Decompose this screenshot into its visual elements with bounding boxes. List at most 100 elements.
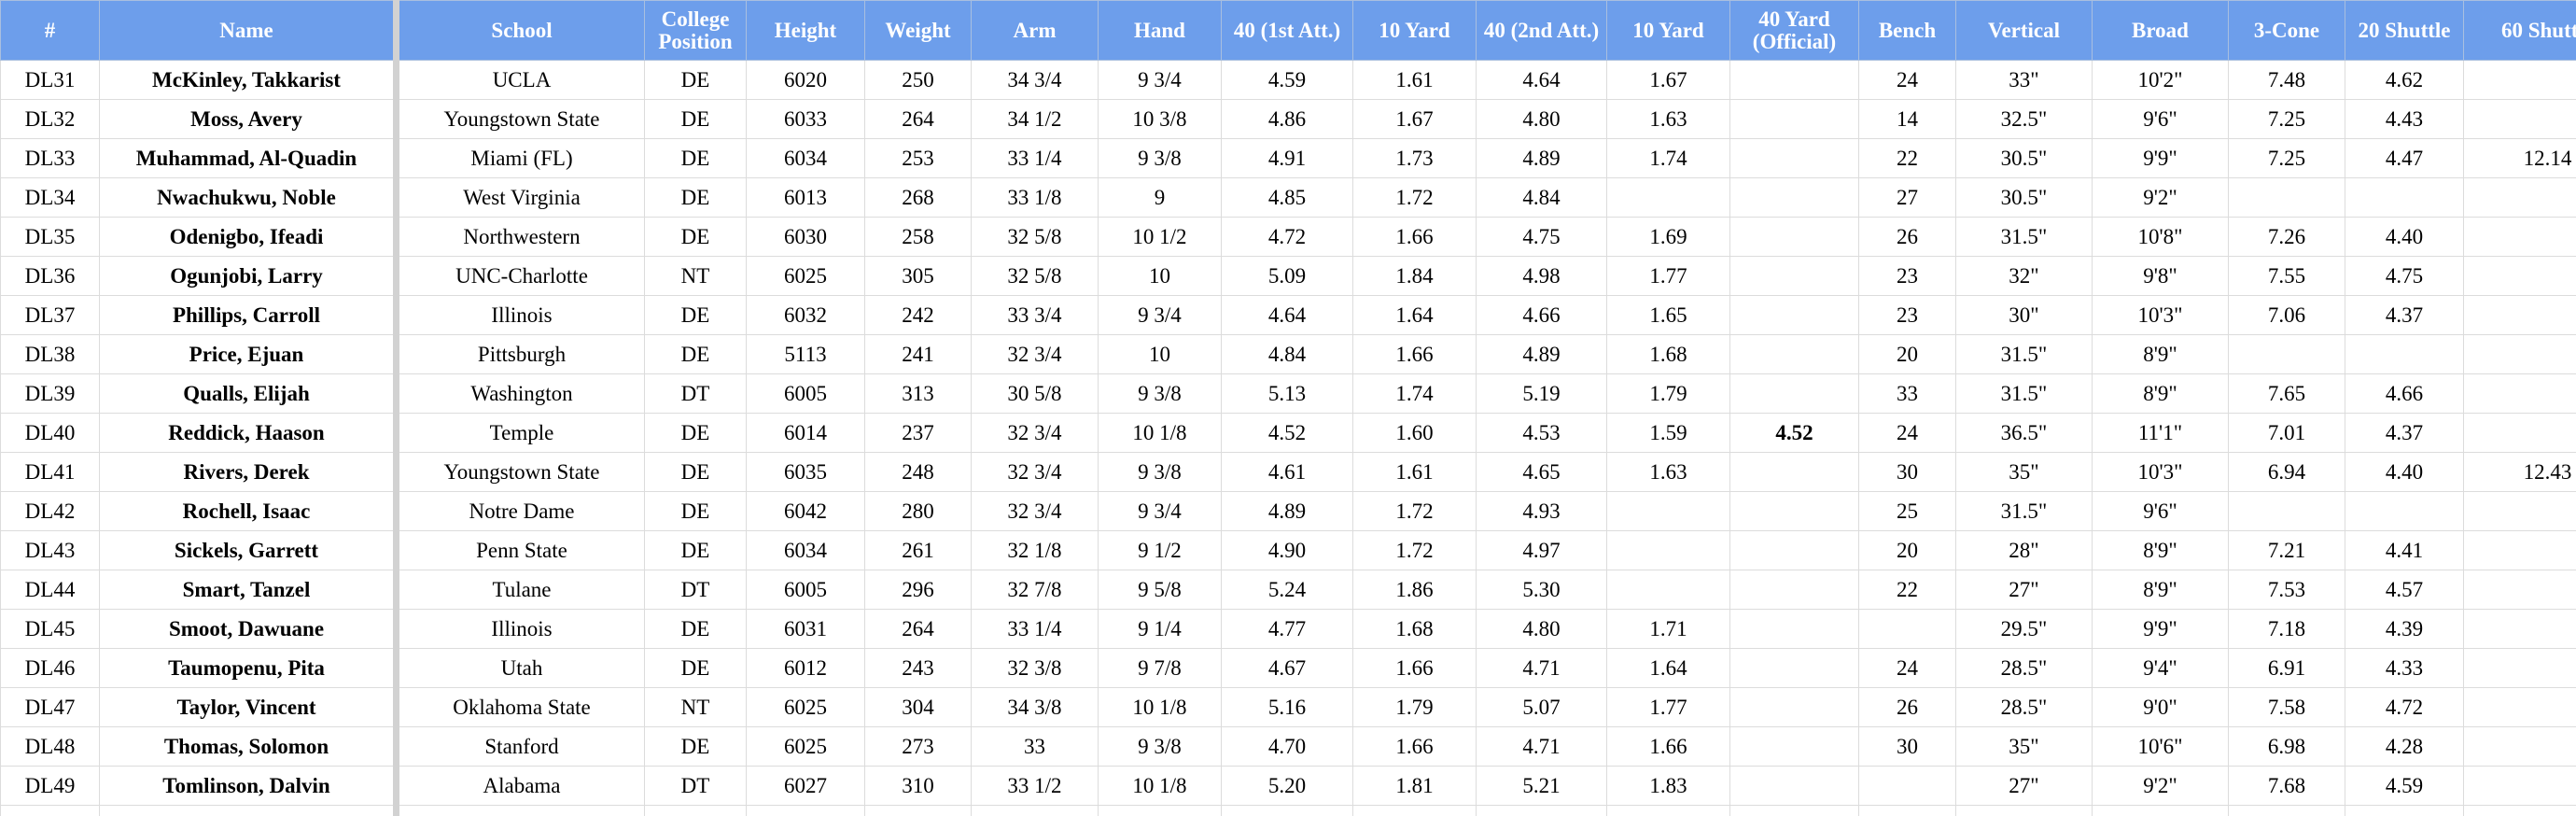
cell [2463, 413, 2576, 453]
cell: 6042 [746, 491, 865, 531]
cell: 241 [864, 334, 972, 374]
cell: 30.5" [1955, 177, 2093, 218]
cell: DE [644, 334, 747, 374]
cell [2463, 491, 2576, 531]
cell: DL38 [0, 334, 100, 374]
player-row: DL41 Rivers, Derek Youngstown State DE 6035 2… [0, 452, 2576, 492]
cell [2092, 805, 2229, 816]
player-name: Odenigbo, Ifeadi [99, 217, 399, 257]
cell: 6005 [746, 570, 865, 610]
cell [1729, 805, 1859, 816]
cell [1729, 491, 1859, 531]
cell: 33 1/4 [971, 138, 1099, 178]
cell: 313 [864, 373, 972, 414]
cell [864, 805, 972, 816]
column-header: 10 Yard [1606, 0, 1730, 61]
cell: 9 3/8 [1098, 726, 1222, 767]
cell: 243 [864, 648, 972, 688]
cell: DL35 [0, 217, 100, 257]
cell: 1.77 [1606, 687, 1730, 727]
player-row: DL39 Qualls, Elijah Washington DT 6005 313 30 … [0, 373, 2576, 414]
cell: UCLA [396, 60, 645, 100]
cell: 7.68 [2228, 766, 2345, 806]
cell [644, 805, 747, 816]
cell: 1.66 [1352, 726, 1477, 767]
cell [396, 805, 645, 816]
cell: 264 [864, 609, 972, 649]
cell: 4.52 [1729, 413, 1859, 453]
cell [2463, 217, 2576, 257]
cell: 30" [1955, 295, 2093, 335]
cell: DE [644, 217, 747, 257]
cell [2463, 570, 2576, 610]
cell [2463, 99, 2576, 139]
cell: 26 [1858, 687, 1956, 727]
cell: 1.72 [1352, 177, 1477, 218]
cell: 4.93 [1476, 491, 1607, 531]
cell: Alabama [396, 766, 645, 806]
cell: 248 [864, 452, 972, 492]
cell: Pittsburgh [396, 334, 645, 374]
cell: 24 [1858, 413, 1956, 453]
cell: 1.68 [1352, 609, 1477, 649]
cell: 24 [1858, 648, 1956, 688]
cell: 10'3" [2092, 295, 2229, 335]
cell [1729, 295, 1859, 335]
cell: 9 5/8 [1098, 570, 1222, 610]
cell: DL49 [0, 766, 100, 806]
column-header: 3-Cone [2228, 0, 2345, 61]
cell: 4.90 [1221, 530, 1353, 570]
cell: 253 [864, 138, 972, 178]
cell [971, 805, 1099, 816]
cell: 1.66 [1352, 334, 1477, 374]
cell: 4.72 [2345, 687, 2464, 727]
cell: Utah [396, 648, 645, 688]
cell: DE [644, 138, 747, 178]
cell: 1.60 [1352, 413, 1477, 453]
column-header: Name [99, 0, 399, 61]
cell [1221, 805, 1353, 816]
cell: 22 [1858, 570, 1956, 610]
cell: 34 3/4 [971, 60, 1099, 100]
cell: 20 [1858, 334, 1956, 374]
cell: 28" [1955, 530, 2093, 570]
cell: 1.74 [1606, 138, 1730, 178]
cell: 1.71 [1606, 609, 1730, 649]
cell: 4.89 [1221, 491, 1353, 531]
cell: 1.79 [1352, 687, 1477, 727]
cell [2463, 334, 2576, 374]
cell: 32 3/4 [971, 452, 1099, 492]
cell: DE [644, 648, 747, 688]
cell [1729, 530, 1859, 570]
cell: 28.5" [1955, 687, 2093, 727]
cell: 6.94 [2228, 452, 2345, 492]
cell: 4.72 [1221, 217, 1353, 257]
cell: 6027 [746, 766, 865, 806]
cell: 9 1/2 [1098, 530, 1222, 570]
cell: NT [644, 687, 747, 727]
cell: Oklahoma State [396, 687, 645, 727]
column-header: College Position [644, 0, 747, 61]
cell: 5113 [746, 334, 865, 374]
cell [1729, 138, 1859, 178]
cell: 10'2" [2092, 60, 2229, 100]
cell: 1.67 [1352, 99, 1477, 139]
player-row: DL49 Tomlinson, Dalvin Alabama DT 6027 310 33 … [0, 766, 2576, 806]
cell: DE [644, 99, 747, 139]
cell: 9 7/8 [1098, 648, 1222, 688]
player-name: Reddick, Haason [99, 413, 399, 453]
cell: 29.5" [1955, 609, 2093, 649]
cell: 6032 [746, 295, 865, 335]
player-name: Nwachukwu, Noble [99, 177, 399, 218]
cell: 9'4" [2092, 648, 2229, 688]
cell: 1.83 [1606, 766, 1730, 806]
cell: 4.91 [1221, 138, 1353, 178]
cell: 6014 [746, 413, 865, 453]
cell: 32 7/8 [971, 570, 1099, 610]
cell: 10 1/2 [1098, 217, 1222, 257]
column-header: School [396, 0, 645, 61]
cell: 7.58 [2228, 687, 2345, 727]
cell: Tulane [396, 570, 645, 610]
cell: 1.73 [1352, 138, 1477, 178]
